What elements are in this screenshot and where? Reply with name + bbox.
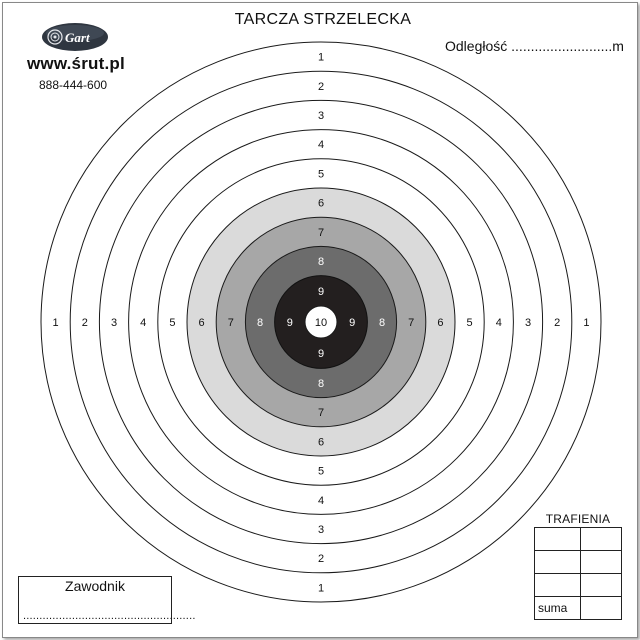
ring-label-8-top: 8 <box>318 256 324 268</box>
ring-label-6-left: 6 <box>199 317 205 329</box>
competitor-name-field[interactable]: ........................................… <box>23 610 196 622</box>
ring-label-1-bottom: 1 <box>318 582 324 594</box>
ring-label-9-left: 9 <box>287 317 293 329</box>
ring-label-5-top: 5 <box>318 168 324 180</box>
hits-cell[interactable] <box>533 573 582 597</box>
ring-label-4-right: 4 <box>496 317 502 329</box>
ring-label-4-left: 4 <box>140 317 146 329</box>
hits-sum-row: suma <box>533 596 622 620</box>
ring-label-7-bottom: 7 <box>318 407 324 419</box>
ring-label-3-top: 3 <box>318 110 324 122</box>
competitor-label: Zawodnik <box>65 578 125 594</box>
gart-logo-icon: Gart <box>42 23 108 51</box>
hits-cell[interactable] <box>580 527 622 551</box>
logo-text: Gart <box>65 30 90 45</box>
ring-label-6-right: 6 <box>437 317 443 329</box>
ring-label-1-top: 1 <box>318 52 324 64</box>
ring-label-9-top: 9 <box>318 286 324 298</box>
ring-label-2-left: 2 <box>82 317 88 329</box>
hits-cell[interactable] <box>580 550 622 574</box>
ring-label-7-left: 7 <box>228 317 234 329</box>
ring-label-1-left: 1 <box>53 317 59 329</box>
page-title: TARCZA STRZELECKA <box>234 11 412 28</box>
ring-label-6-top: 6 <box>318 198 324 210</box>
distance-field[interactable]: Odległość ..........................m <box>445 38 624 54</box>
sum-cell[interactable] <box>580 596 622 620</box>
ring-label-3-right: 3 <box>525 317 531 329</box>
ring-label-6-bottom: 6 <box>318 436 324 448</box>
hits-row <box>533 527 622 551</box>
hits-row <box>533 573 622 597</box>
ring-label-8-left: 8 <box>257 317 263 329</box>
hits-cell[interactable] <box>580 573 622 597</box>
ring-label-1-right: 1 <box>583 317 589 329</box>
phone-number: 888-444-600 <box>39 78 108 92</box>
ring-label-8-bottom: 8 <box>318 378 324 390</box>
ring-10 <box>304 305 338 339</box>
hits-cell[interactable] <box>533 527 582 551</box>
ring-label-7-right: 7 <box>408 317 414 329</box>
ring-label-center: 10 <box>315 317 327 329</box>
ring-label-3-left: 3 <box>111 317 117 329</box>
ring-label-5-right: 5 <box>467 317 473 329</box>
website-url: www.śrut.pl <box>27 54 125 73</box>
hits-row <box>533 550 622 574</box>
ring-label-8-right: 8 <box>379 317 385 329</box>
shooting-target: 1 1 1 1 2 2 2 2 3 3 3 3 4 4 4 4 5 5 5 5 6 6 6 6 7 7 7 7 8 8 8 8 9 9 9 9 10 <box>40 41 602 603</box>
ring-label-9-bottom: 9 <box>318 348 324 360</box>
ring-label-5-left: 5 <box>169 317 175 329</box>
ring-label-2-bottom: 2 <box>318 553 324 565</box>
competitor-box: Zawodnik ...............................… <box>18 576 195 624</box>
ring-label-4-top: 4 <box>318 139 324 151</box>
hits-cell[interactable] <box>533 550 582 574</box>
ring-label-7-top: 7 <box>318 227 324 239</box>
ring-label-5-bottom: 5 <box>318 466 324 478</box>
hits-title: TRAFIENIA <box>545 512 611 526</box>
ring-label-9-right: 9 <box>349 317 355 329</box>
hits-table: TRAFIENIA suma <box>533 512 622 620</box>
sum-label: suma <box>533 596 582 620</box>
ring-label-4-bottom: 4 <box>318 495 324 507</box>
ring-label-3-bottom: 3 <box>318 524 324 536</box>
ring-label-2-right: 2 <box>554 317 560 329</box>
ring-label-2-top: 2 <box>318 81 324 93</box>
